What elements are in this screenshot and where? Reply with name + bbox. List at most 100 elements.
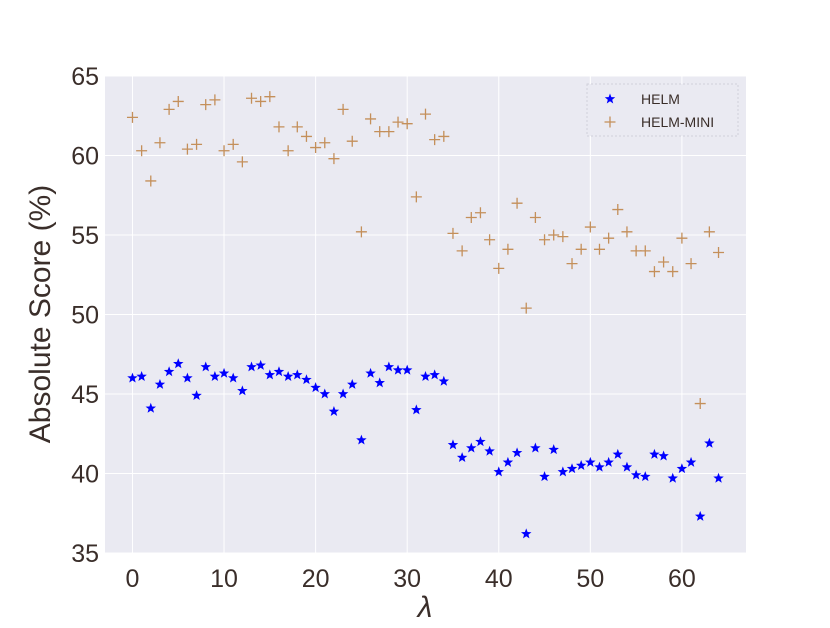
x-tick-label: 30 <box>393 565 421 593</box>
data-point-helm-mini <box>236 156 248 168</box>
data-point-helm <box>521 528 532 539</box>
data-point-helm <box>273 366 285 377</box>
data-point-helm-mini <box>557 231 569 243</box>
data-point-helm <box>585 456 596 467</box>
data-point-helm <box>438 375 450 386</box>
series-helm-mini <box>126 91 725 410</box>
legend-symbol-helm <box>604 93 616 104</box>
x-tick-label: 50 <box>576 565 604 593</box>
data-point-helm <box>493 466 504 477</box>
data-point-helm-mini <box>264 91 276 103</box>
series-helm <box>127 358 724 539</box>
data-point-helm-mini <box>273 121 285 133</box>
data-point-helm <box>191 390 202 401</box>
data-point-helm-mini <box>484 234 496 246</box>
data-point-helm-mini <box>420 108 431 120</box>
data-point-helm <box>676 463 688 474</box>
data-point-helm <box>502 456 514 467</box>
data-point-helm <box>411 404 422 415</box>
data-point-helm <box>356 434 367 445</box>
data-point-helm-mini <box>429 134 441 146</box>
data-point-helm <box>246 361 257 372</box>
data-point-helm-mini <box>246 92 258 104</box>
data-point-helm <box>392 364 404 375</box>
data-point-helm <box>685 456 697 467</box>
data-point-helm-mini <box>713 246 725 258</box>
data-point-helm <box>401 364 413 375</box>
data-point-helm-mini <box>337 103 349 115</box>
data-point-helm-mini <box>575 243 587 255</box>
y-tick-label: 50 <box>71 302 99 330</box>
data-point-helm-mini <box>548 229 560 241</box>
data-point-helm-mini <box>218 145 230 157</box>
data-point-helm-mini <box>648 266 660 278</box>
data-point-helm <box>649 448 660 459</box>
data-point-helm <box>630 469 642 480</box>
legend-symbol-helm-mini <box>604 116 616 128</box>
data-point-helm-mini <box>502 243 514 255</box>
data-point-helm <box>548 444 559 455</box>
data-point-helm-mini <box>465 212 477 224</box>
data-point-helm-mini <box>255 95 267 107</box>
data-point-helm-mini <box>410 191 422 203</box>
x-tick-label: 60 <box>668 565 696 593</box>
data-point-helm <box>621 461 633 472</box>
y-tick-label: 65 <box>71 63 99 91</box>
data-point-helm-mini <box>529 212 541 224</box>
data-point-helm <box>530 442 541 453</box>
data-point-helm-mini <box>209 94 221 106</box>
x-axis-label: λ <box>416 591 433 623</box>
data-point-helm-mini <box>667 266 679 278</box>
data-point-helm <box>539 471 550 482</box>
data-point-helm <box>310 382 321 393</box>
legend-item-helm-mini: HELM-MINI <box>604 114 714 130</box>
legend-label-helm: HELM <box>641 91 680 107</box>
legend-item-helm: HELM <box>604 91 680 107</box>
data-point-helm-mini <box>438 130 450 142</box>
y-tick-label: 40 <box>71 461 99 489</box>
data-point-helm-mini <box>703 226 715 238</box>
data-point-helm-mini <box>145 175 157 187</box>
data-point-helm-mini <box>392 116 404 128</box>
data-point-helm-mini <box>191 138 203 150</box>
legend-label-helm-mini: HELM-MINI <box>641 114 714 130</box>
data-point-helm <box>420 371 431 381</box>
data-point-helm <box>301 374 312 385</box>
data-point-helm-mini <box>676 232 688 244</box>
data-point-helm <box>255 359 266 370</box>
data-point-helm-mini <box>493 262 505 274</box>
data-point-helm-mini <box>603 232 615 244</box>
data-point-helm-mini <box>639 245 651 257</box>
data-point-helm <box>557 466 569 477</box>
data-point-helm <box>475 436 486 447</box>
data-point-helm-mini <box>685 258 697 270</box>
data-point-helm <box>511 447 523 458</box>
data-point-helm <box>704 437 715 448</box>
data-point-helm-mini <box>163 103 175 115</box>
data-point-helm-mini <box>694 398 706 410</box>
data-point-helm <box>328 405 340 416</box>
data-point-helm-mini <box>566 258 578 270</box>
data-point-helm <box>484 445 495 456</box>
data-point-helm-mini <box>584 221 596 233</box>
data-point-helm-mini <box>612 204 624 216</box>
data-point-helm <box>694 510 706 521</box>
x-tick-label: 10 <box>210 565 238 593</box>
y-tick-label: 35 <box>71 540 99 568</box>
data-point-helm-mini <box>621 226 633 238</box>
data-point-helm-mini <box>319 137 331 149</box>
data-point-helm-mini <box>456 245 468 257</box>
data-point-helm <box>145 402 157 413</box>
data-point-helm-mini <box>310 142 322 154</box>
legend-marker-helm-mini <box>604 116 616 128</box>
data-point-helm-mini <box>227 138 239 150</box>
y-tick-label: 45 <box>71 381 99 409</box>
data-point-helm <box>319 388 330 399</box>
data-point-helm <box>173 358 184 369</box>
data-point-helm <box>227 372 239 383</box>
data-point-helm <box>347 378 358 389</box>
data-point-helm-mini <box>154 137 166 149</box>
data-point-helm-mini <box>539 234 551 246</box>
data-point-helm-mini <box>511 197 523 209</box>
